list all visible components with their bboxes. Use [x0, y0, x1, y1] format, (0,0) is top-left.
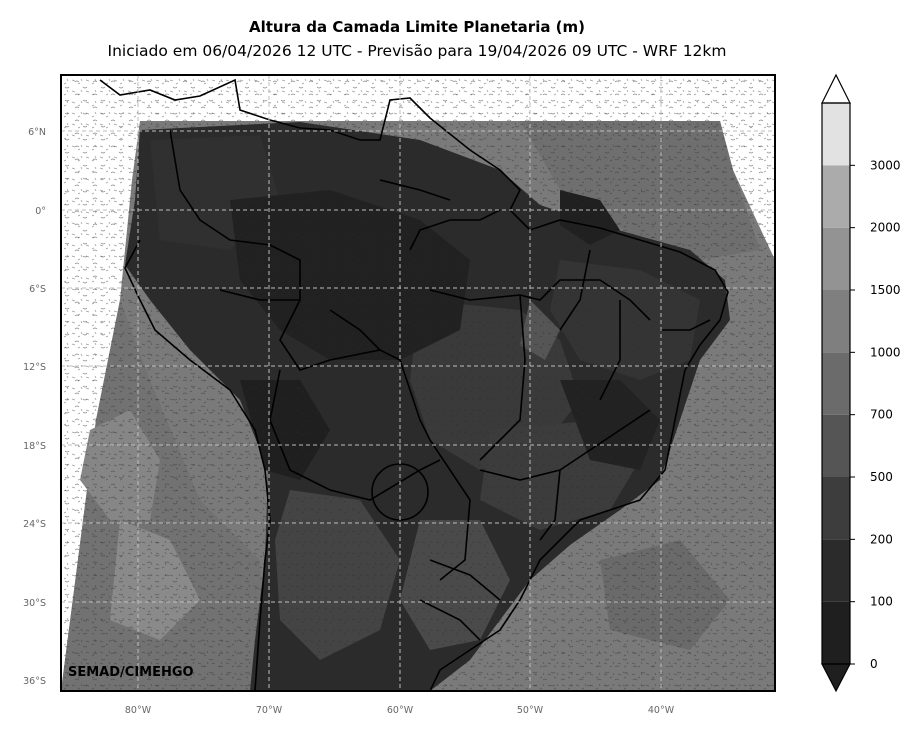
colorbar-min-extend: [821, 663, 851, 693]
lat-label: 6°S: [29, 284, 46, 295]
contour-field: [61, 75, 775, 691]
colorbar-tick-label: 2000: [870, 221, 901, 235]
graticule: [61, 75, 775, 691]
colorbar-frame: [821, 102, 851, 665]
colorbar-segment: [822, 165, 850, 228]
colorbar-tick-label: 3000: [870, 158, 901, 172]
colorbar-segment: [822, 290, 850, 353]
lat-label: 18°S: [23, 441, 46, 452]
lon-label: 40°W: [648, 705, 675, 716]
colorbar-segment: [822, 477, 850, 540]
lat-label: 36°S: [23, 676, 46, 687]
colorbar-tick-label: 0: [870, 657, 878, 671]
lat-label: 6°N: [28, 127, 46, 138]
colorbar-segment: [822, 601, 850, 664]
credit-label: SEMAD/CIMEHGO: [68, 665, 194, 680]
colorbar-max-extend: [821, 73, 851, 104]
colorbar-segment: [822, 539, 850, 602]
map-title: Altura da Camada Limite Planetaria (m): [248, 18, 586, 36]
colorbar-segment: [822, 227, 850, 290]
colorbar-tick-label: 1500: [870, 283, 901, 297]
lon-label: 60°W: [387, 705, 414, 716]
colorbar-segment: [822, 103, 850, 166]
lon-label: 80°W: [125, 705, 152, 716]
lon-label: 70°W: [256, 705, 283, 716]
lat-label: 24°S: [23, 519, 46, 530]
lat-label: 30°S: [23, 598, 46, 609]
plot-frame: [60, 74, 776, 692]
colorbar-segment: [822, 414, 850, 477]
colorbar: 0 100 200 500 700 1000 1500 2000 3000: [821, 73, 901, 693]
colorbar-tick-label: 100: [870, 595, 893, 609]
lat-label: 0°: [35, 206, 46, 217]
colorbar-tick-label: 700: [870, 408, 893, 422]
colorbar-segment: [822, 352, 850, 415]
colorbar-tick-label: 500: [870, 470, 893, 484]
colorbar-tick-label: 200: [870, 532, 893, 546]
lon-label: 50°W: [517, 705, 544, 716]
lat-label: 12°S: [23, 362, 46, 373]
map-subtitle: Iniciado em 06/04/2026 12 UTC - Previsão…: [107, 42, 727, 60]
colorbar-tick-label: 1000: [870, 345, 901, 359]
